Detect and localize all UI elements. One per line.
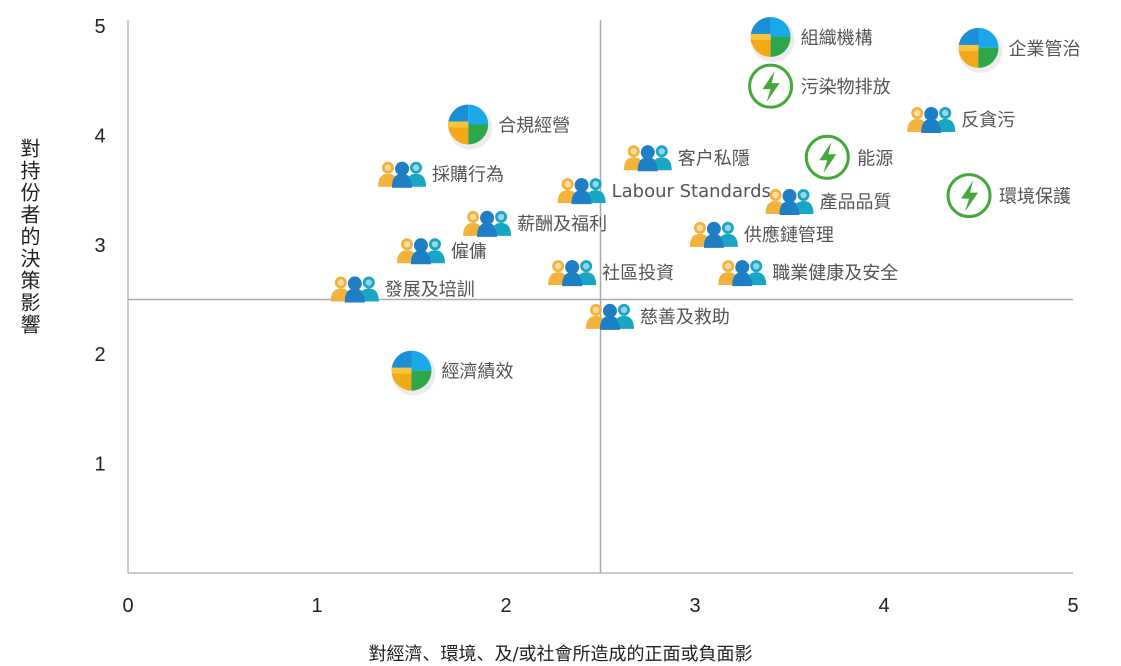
- y-tick-label: 5: [94, 16, 105, 38]
- point-label: 經濟績效: [442, 362, 514, 383]
- lightning-icon: [804, 134, 850, 180]
- point-label: 職業健康及安全: [772, 263, 898, 284]
- point-label: 社區投資: [602, 263, 674, 284]
- point-label: Labour Standards: [612, 181, 771, 202]
- data-point: 合規經營: [448, 104, 570, 150]
- lightning-icon: [748, 63, 794, 109]
- people-group-icon: [718, 260, 767, 287]
- point-label: 客户私隱: [678, 148, 750, 169]
- data-point: Labour Standards: [557, 178, 771, 205]
- data-point: 經濟績效: [391, 350, 514, 396]
- people-group-icon: [557, 178, 606, 205]
- point-label: 環境保護: [999, 187, 1071, 208]
- people-group-icon: [396, 238, 445, 265]
- x-tick-label: 2: [500, 595, 511, 617]
- point-label: 組織機構: [801, 28, 873, 49]
- data-point: 社區投資: [548, 260, 674, 287]
- people-group-icon: [689, 221, 738, 248]
- x-tick-label: 1: [311, 595, 322, 617]
- point-label: 發展及培訓: [385, 280, 475, 301]
- data-point: 採購行為: [378, 161, 504, 188]
- y-tick-label: 1: [94, 454, 105, 476]
- data-point: 供應鏈管理: [689, 221, 834, 248]
- pie-chart-icon: [750, 16, 795, 62]
- point-label: 薪酬及福利: [517, 214, 607, 235]
- data-point: 僱傭: [396, 238, 487, 265]
- data-point: 產品品質: [765, 189, 892, 216]
- point-label: 產品品質: [820, 192, 892, 213]
- people-group-icon: [907, 106, 956, 133]
- people-group-icon: [378, 161, 427, 188]
- point-label: 能源: [857, 148, 893, 169]
- x-tick-label: 4: [878, 595, 889, 617]
- point-label: 反貪污: [961, 109, 1015, 131]
- x-tick-label: 3: [689, 595, 700, 617]
- people-group-icon: [330, 276, 379, 303]
- data-point: 職業健康及安全: [718, 260, 898, 287]
- data-point: 污染物排放: [748, 63, 891, 109]
- people-group-icon: [548, 260, 597, 287]
- pie-chart-icon: [391, 350, 436, 396]
- data-point: 能源: [804, 134, 893, 180]
- point-label: 合規經營: [498, 115, 570, 136]
- x-tick-label: 5: [1067, 595, 1078, 617]
- people-group-icon: [765, 189, 814, 216]
- y-tick-label: 4: [94, 125, 105, 147]
- point-label: 供應鏈管理: [744, 224, 834, 246]
- people-group-icon: [463, 210, 512, 237]
- point-label: 慈善及救助: [640, 307, 730, 328]
- point-label: 採購行為: [432, 165, 504, 186]
- data-point: 發展及培訓: [330, 276, 475, 303]
- y-axis-title: 對持份者的決策影響: [17, 138, 41, 336]
- x-tick-label: 0: [122, 595, 133, 617]
- pie-chart-icon: [958, 27, 1003, 73]
- point-label: 僱傭: [451, 241, 487, 262]
- people-group-icon: [623, 145, 672, 172]
- data-point: 環境保護: [946, 173, 1071, 219]
- y-tick-label: 3: [94, 235, 105, 257]
- data-point: 慈善及救助: [585, 303, 730, 330]
- y-tick-label: 2: [94, 344, 105, 366]
- x-axis-title: 對經濟、環境、及/或社會所造成的正面或負面影: [368, 644, 753, 665]
- data-point: 反貪污: [907, 106, 1015, 133]
- data-point: 客户私隱: [623, 145, 750, 172]
- lightning-icon: [946, 173, 992, 219]
- people-group-icon: [585, 303, 634, 330]
- point-label: 企業管治: [1009, 39, 1081, 60]
- data-point: 組織機構: [750, 16, 873, 62]
- data-point: 企業管治: [958, 27, 1081, 73]
- point-label: 污染物排放: [801, 77, 891, 98]
- data-point: 薪酬及福利: [463, 210, 607, 237]
- pie-chart-icon: [448, 104, 493, 150]
